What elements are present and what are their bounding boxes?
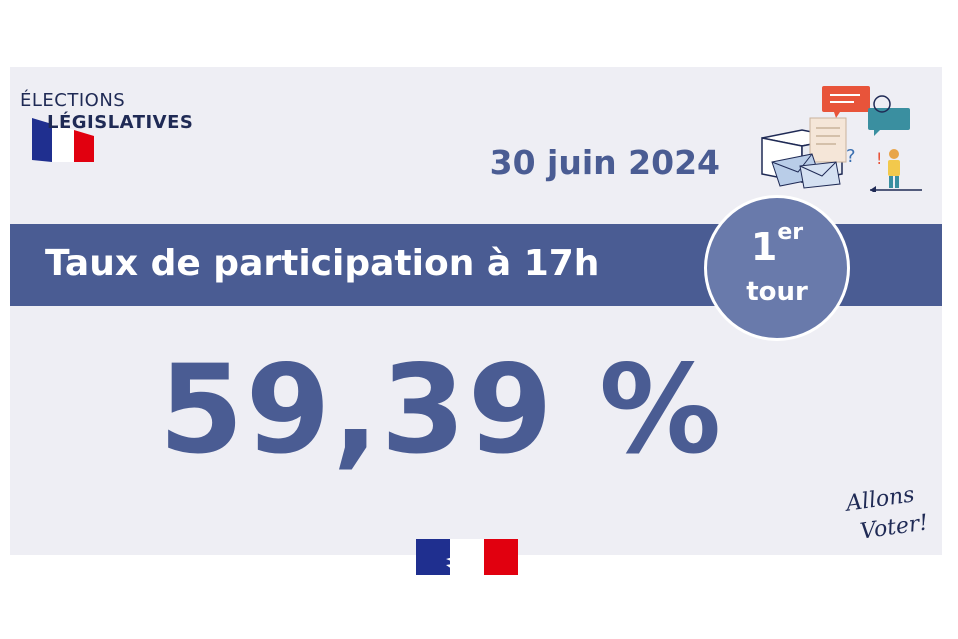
election-brand: ÉLECTIONS LÉGISLATIVES	[20, 90, 230, 170]
svg-text:?: ?	[846, 146, 856, 167]
svg-text:!: !	[876, 149, 882, 168]
round-number: 1er	[707, 222, 847, 269]
ballot-box-and-voter-illustration: ? !	[761, 86, 922, 192]
election-date: 30 juin 2024	[489, 143, 720, 182]
brand-title-line-1: ÉLECTIONS	[20, 90, 126, 111]
round-number-value: 1	[750, 225, 778, 269]
slogan-line-2: Voter!	[858, 510, 930, 545]
brand-title-line-2: LÉGISLATIVES	[47, 112, 194, 133]
participation-rate-value: 59,39 %	[158, 339, 724, 481]
info-card: ÉLECTIONS LÉGISLATIVES 30 juin 2024 ?	[10, 67, 942, 555]
marianne-republic-logo-icon	[416, 539, 518, 575]
slogan-line-1: Allons	[844, 482, 917, 517]
round-number-suffix: er	[777, 220, 804, 245]
banner-title: Taux de participation à 17h	[45, 243, 600, 284]
round-badge: 1er tour	[704, 195, 850, 341]
round-label: tour	[746, 277, 808, 307]
allons-voter-slogan: Allons Voter!	[842, 482, 940, 547]
french-flag-swoosh-icon	[32, 118, 94, 162]
